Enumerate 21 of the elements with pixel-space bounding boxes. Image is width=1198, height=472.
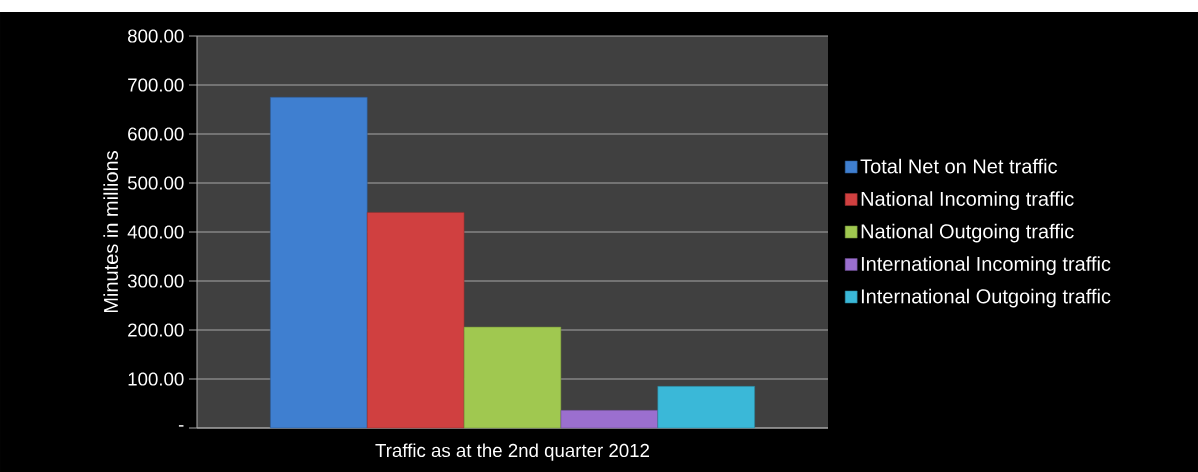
y-tick-label: - bbox=[178, 425, 184, 427]
y-tick-label: 500.00 bbox=[127, 176, 184, 190]
x-tick-label: Traffic as at the 2nd quarter 2012 bbox=[375, 443, 650, 461]
legend-label: International Outgoing traffic bbox=[861, 288, 1111, 308]
y-tick-label: 100.00 bbox=[128, 372, 184, 386]
bar bbox=[657, 386, 755, 429]
legend-label: Total Net on Net traffic bbox=[860, 158, 1058, 174]
bar bbox=[270, 96, 368, 429]
y-tick-label: 200.00 bbox=[128, 323, 184, 337]
y-axis-title: Minutes in millions bbox=[103, 151, 119, 313]
y-tick-label: 400.00 bbox=[127, 225, 184, 239]
y-tick-label: 700.00 bbox=[128, 78, 184, 92]
legend-label: National Outgoing traffic bbox=[861, 223, 1074, 243]
y-tick-label: 300.00 bbox=[127, 274, 184, 288]
legend-label: National Incoming traffic bbox=[861, 191, 1074, 210]
legend-label: International Incoming traffic bbox=[861, 256, 1111, 275]
y-tick-label: 800.00 bbox=[128, 29, 184, 43]
y-tick-label: 600.00 bbox=[128, 127, 184, 141]
bar bbox=[366, 212, 465, 429]
bar bbox=[463, 326, 562, 429]
bar bbox=[560, 410, 659, 429]
